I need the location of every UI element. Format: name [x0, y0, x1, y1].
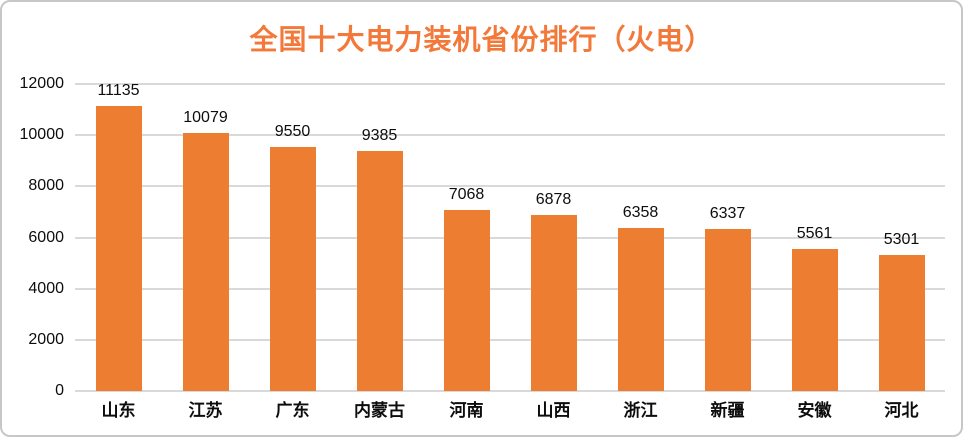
gridline [75, 83, 945, 85]
gridline [75, 236, 945, 239]
plot-area: 11135 10079 9550 9385 7068 6878 6358 6337 5561 53… [75, 82, 945, 392]
bar-value-label: 6358 [622, 204, 659, 222]
bar-value-label: 5561 [796, 224, 833, 242]
x-category-label: 江苏 [188, 401, 223, 420]
bar-slot: 10079 [162, 84, 249, 391]
bar-slot: 5561 [771, 84, 858, 391]
y-tick-label: 10000 [19, 126, 65, 144]
x-category-label: 新疆 [710, 401, 745, 420]
bar-value-label: 7068 [448, 186, 485, 204]
bar-value-label: 9385 [361, 126, 398, 144]
bar-slot: 6878 [510, 84, 597, 391]
bar [356, 150, 403, 391]
bar-slot: 11135 [75, 82, 162, 391]
y-tick-label: 6000 [28, 228, 64, 246]
bar [443, 210, 490, 391]
gridline [75, 338, 945, 341]
x-category-label: 浙江 [623, 401, 658, 420]
bar-value-label: 9550 [274, 122, 311, 140]
gridline [75, 390, 945, 392]
x-axis: 山东 江苏 广东 内蒙古 河南 山西 浙江 新疆 安徽 河北 [75, 400, 945, 426]
bar-slot: 6337 [684, 84, 771, 391]
y-tick-label: 8000 [28, 177, 64, 195]
bar-slot: 6358 [597, 84, 684, 391]
gridline [75, 134, 945, 137]
bar-slot: 9385 [336, 84, 423, 391]
chart-title: 全国十大电力装机省份排行（火电） [249, 24, 714, 55]
bar [182, 133, 229, 391]
x-category-label: 山西 [536, 401, 571, 420]
y-axis: 0 2000 4000 6000 8000 10000 12000 [6, 76, 65, 399]
x-category-label: 广东 [275, 401, 310, 420]
bar [617, 228, 664, 391]
x-category-label: 河南 [449, 401, 484, 420]
bar-value-label: 10079 [183, 109, 228, 127]
y-tick-label: 2000 [28, 330, 64, 348]
bar-value-label: 11135 [97, 82, 140, 100]
x-category-label: 山东 [101, 401, 136, 420]
bar-value-label: 6337 [709, 204, 746, 222]
y-tick-label: 12000 [19, 75, 65, 92]
bar [530, 215, 577, 391]
x-category-label: 安徽 [797, 401, 832, 420]
gridline [75, 185, 945, 188]
bar [791, 248, 838, 391]
bar-slot: 7068 [423, 84, 510, 391]
bar [704, 228, 751, 391]
bar-value-label: 5301 [883, 231, 920, 249]
y-tick-label: 0 [55, 382, 64, 399]
bar-slot: 5301 [858, 84, 945, 391]
bar-value-label: 6878 [535, 191, 572, 209]
y-tick-label: 4000 [28, 279, 64, 297]
bar-slot: 9550 [249, 84, 336, 391]
x-category-label: 河北 [884, 401, 919, 420]
bar [878, 255, 925, 391]
gridline [75, 287, 945, 290]
x-category-label: 内蒙古 [354, 401, 405, 420]
bar [269, 146, 316, 391]
bar [95, 106, 142, 391]
